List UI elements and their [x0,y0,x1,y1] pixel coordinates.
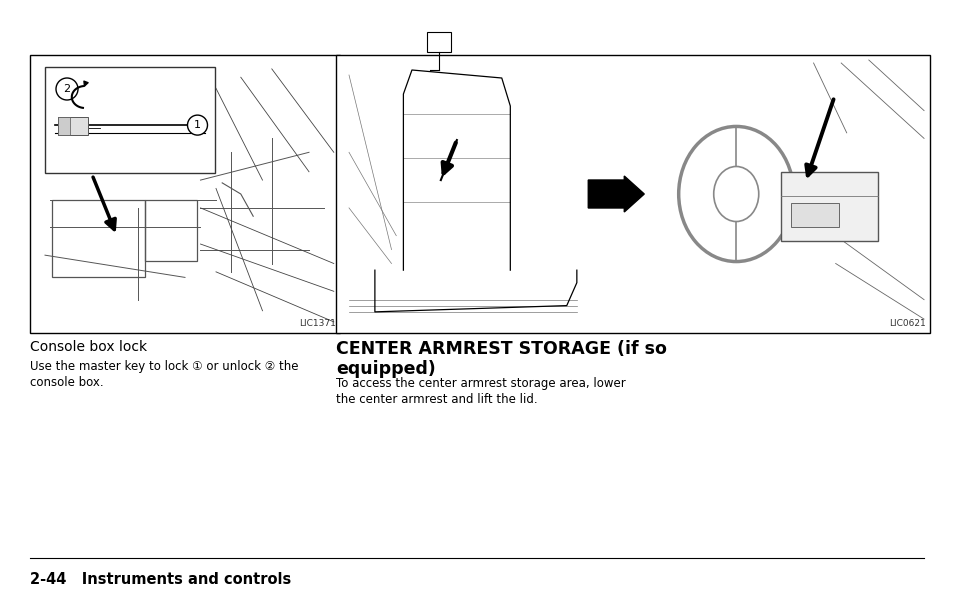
FancyArrow shape [588,176,643,212]
Bar [30,55,339,333]
Text: 1: 1 [193,120,201,130]
Bar [52,199,145,277]
Bar [58,117,70,135]
Text: LIC0621: LIC0621 [888,319,925,328]
Text: LIC1371: LIC1371 [299,319,335,328]
Text: To access the center armrest storage area, lower: To access the center armrest storage are… [335,377,625,390]
Text: 2-44   Instruments and controls: 2-44 Instruments and controls [30,572,291,587]
Circle shape [56,78,78,100]
Text: 2: 2 [63,84,71,94]
Text: the center armrest and lift the lid.: the center armrest and lift the lid. [335,393,537,406]
Bar [426,32,450,52]
Bar [145,199,197,261]
Bar [335,55,929,333]
Text: console box.: console box. [30,376,104,389]
Bar [58,117,88,135]
Text: CENTER ARMREST STORAGE (if so: CENTER ARMREST STORAGE (if so [335,340,666,358]
Text: Console box lock: Console box lock [30,340,147,354]
Bar [45,67,215,173]
Text: equipped): equipped) [335,360,436,378]
Text: Use the master key to lock ① or unlock ② the: Use the master key to lock ① or unlock ②… [30,360,298,373]
Bar [781,171,877,241]
Circle shape [188,115,208,135]
Bar [790,203,839,227]
